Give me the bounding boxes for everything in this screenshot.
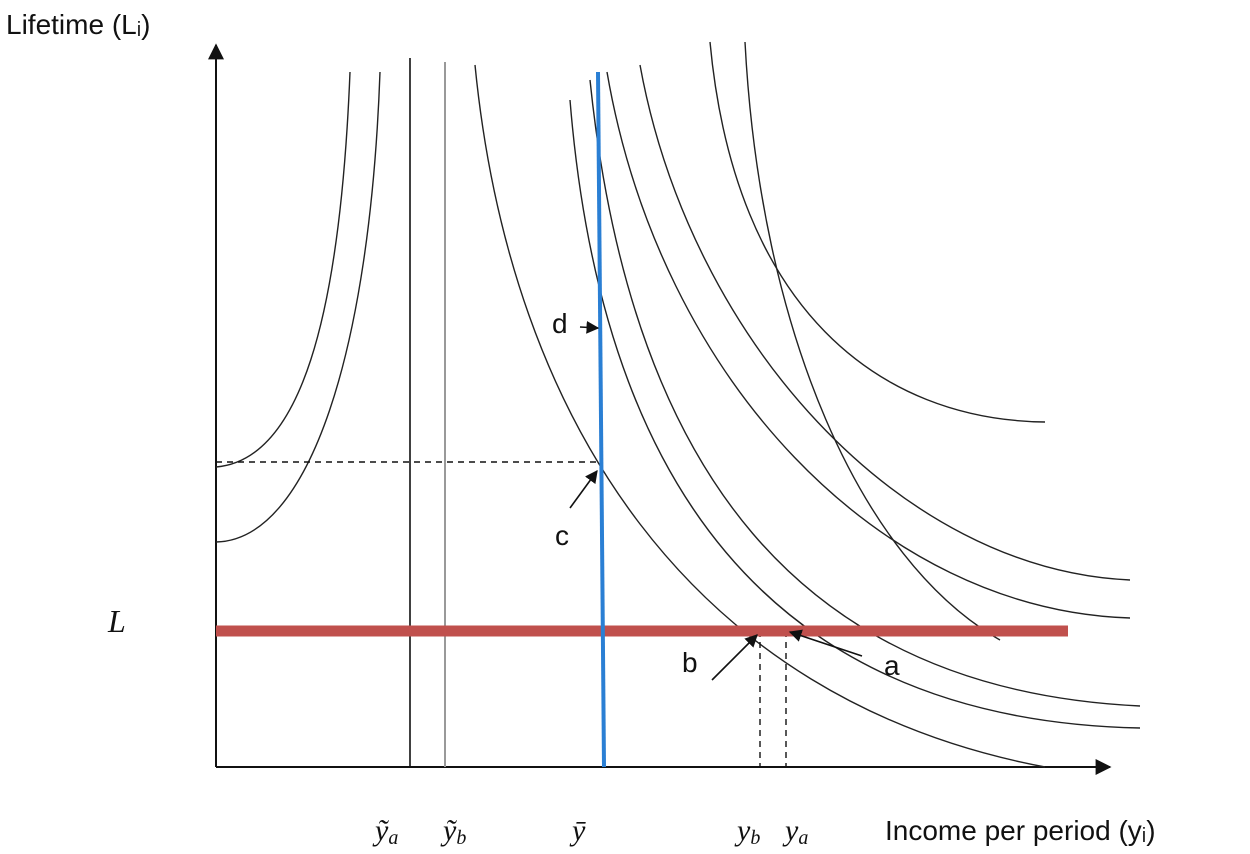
point-label: a <box>884 650 900 681</box>
marker-sub: b <box>456 827 466 849</box>
curve <box>589 79 1141 707</box>
pointer <box>788 629 863 657</box>
pointer <box>711 634 758 681</box>
pointer <box>579 320 600 334</box>
y-axis-label: Lifetime (Lᵢ) <box>6 9 150 40</box>
curve <box>639 64 1131 581</box>
curve <box>569 99 1141 729</box>
curve <box>215 71 381 543</box>
marker-base: ỹ <box>440 814 457 847</box>
curve <box>606 71 1131 619</box>
curve <box>709 41 1046 423</box>
x-marker-label: ya <box>782 814 808 849</box>
pointer <box>569 469 598 509</box>
marker-base: ȳ <box>569 814 586 847</box>
point-label: d <box>552 308 568 339</box>
x-marker-label: ỹb <box>440 814 466 849</box>
curve <box>744 41 1001 641</box>
point-label: c <box>555 520 569 551</box>
x-marker-label: ȳ <box>569 814 586 847</box>
curve <box>474 64 1046 768</box>
x-marker-label: yb <box>734 814 760 849</box>
x-marker-label: ỹa <box>372 814 398 849</box>
marker-base: y <box>782 814 799 847</box>
level-label: L <box>107 603 126 639</box>
income-level <box>596 71 606 768</box>
marker-sub: b <box>750 827 760 849</box>
curve <box>215 71 351 468</box>
marker-base: y <box>734 814 751 847</box>
marker-sub: a <box>388 827 398 849</box>
point-label: b <box>682 647 698 678</box>
x-axis-label: Income per period (yᵢ) <box>885 815 1156 846</box>
marker-base: ỹ <box>372 814 389 847</box>
marker-sub: a <box>798 827 808 849</box>
